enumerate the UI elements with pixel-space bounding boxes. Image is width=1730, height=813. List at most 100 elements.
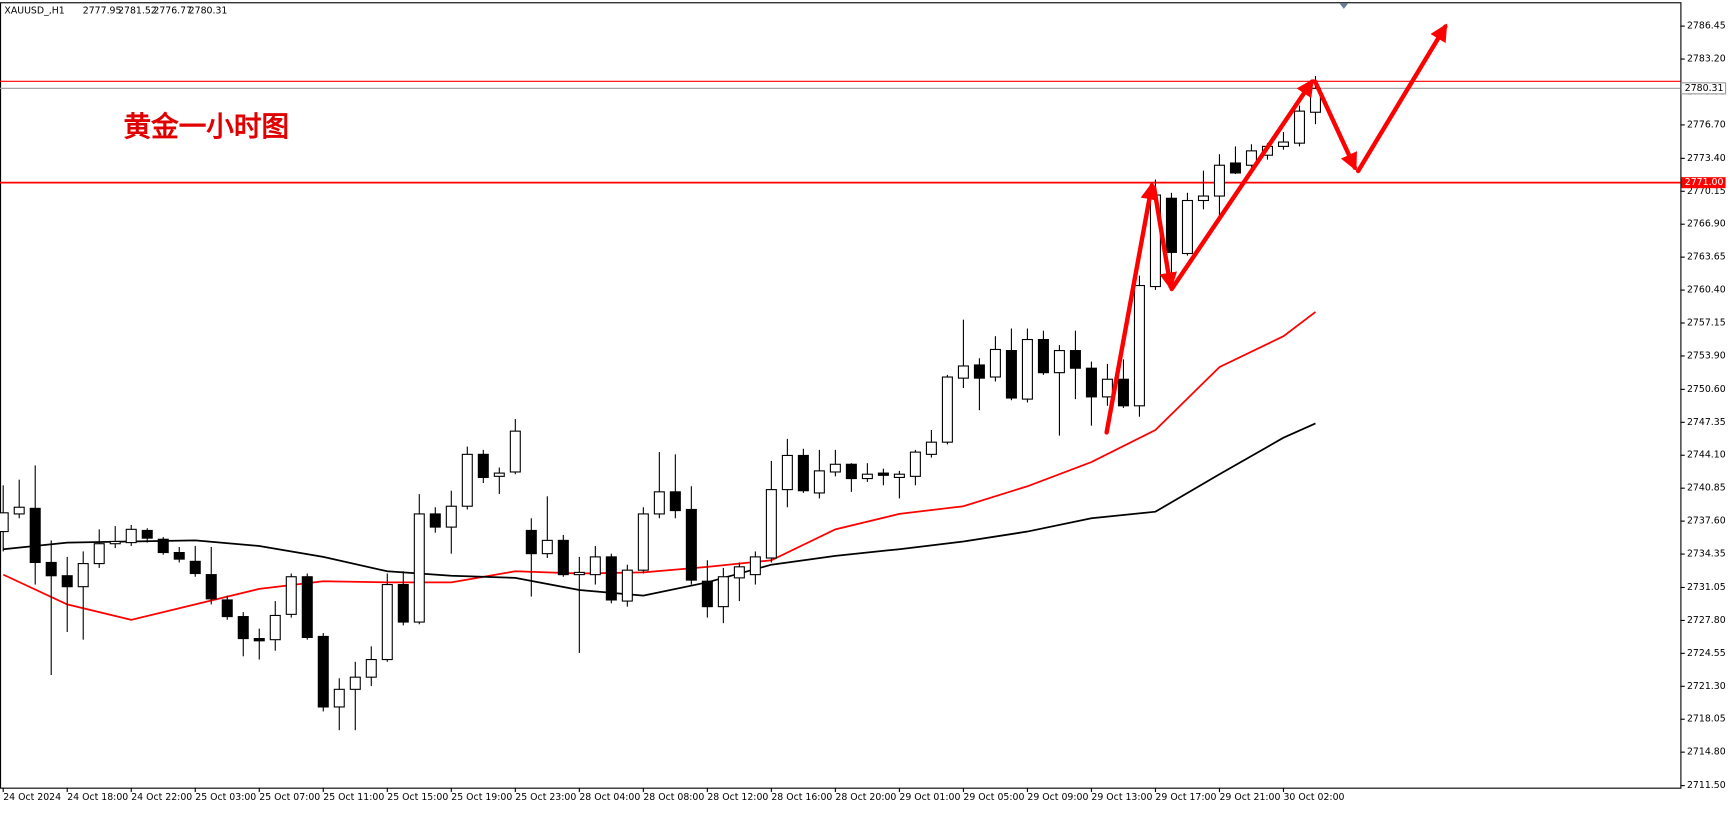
candle-body	[381, 584, 393, 661]
candle-body	[93, 543, 105, 565]
y-tick-label: 2766.90	[1687, 219, 1726, 230]
candle-body	[1069, 350, 1081, 369]
candle-body	[957, 365, 969, 379]
candle-body	[541, 539, 553, 555]
shift-marker	[1339, 3, 1349, 9]
candle-body	[733, 566, 745, 579]
candle-body	[1277, 141, 1289, 147]
candle-body	[461, 453, 473, 507]
candle-body	[1229, 162, 1241, 174]
bid-label-box	[1680, 82, 1727, 95]
candle-body	[349, 676, 361, 690]
candle-body	[141, 529, 153, 539]
candle-body	[365, 658, 377, 678]
y-tick-label: 2718.05	[1687, 714, 1726, 725]
y-tick-label: 2753.90	[1687, 350, 1726, 361]
chart-annotation: 黄金一小时图	[124, 110, 289, 143]
candle-body	[1213, 164, 1225, 197]
x-tick-label: 25 Oct 15:00	[387, 792, 448, 803]
candle-body	[813, 470, 825, 494]
bid-label: 2780.31	[1685, 83, 1724, 94]
level-label-box	[1681, 177, 1726, 189]
candle-body	[605, 556, 617, 601]
candle-body	[1117, 378, 1129, 407]
y-tick-label: 2714.80	[1687, 747, 1726, 758]
y-tick-label: 2773.40	[1687, 153, 1726, 164]
candle-body	[1293, 110, 1305, 144]
x-tick-label: 25 Oct 03:00	[195, 792, 256, 803]
candle-body	[45, 561, 57, 577]
y-tick-label: 2711.50	[1687, 780, 1726, 791]
x-tick-label: 25 Oct 19:00	[451, 792, 512, 803]
x-tick-label: 28 Oct 16:00	[771, 792, 832, 803]
candle-body	[765, 489, 777, 559]
y-tick-label: 2757.15	[1687, 318, 1726, 329]
y-tick-label: 2760.40	[1687, 285, 1726, 296]
header-close: 2780.31	[189, 6, 228, 17]
arrow	[1169, 78, 1315, 292]
candle-body	[973, 364, 985, 379]
candle-body	[909, 451, 921, 477]
candle-body	[445, 505, 457, 528]
candle-body	[157, 538, 169, 554]
header-open: 2777.95	[83, 6, 122, 17]
candle-body	[1245, 150, 1257, 166]
header-low: 2776.77	[153, 6, 192, 17]
candle-body	[1037, 338, 1049, 374]
x-tick-label: 25 Oct 07:00	[259, 792, 320, 803]
candle-body	[989, 348, 1001, 378]
header-high: 2781.52	[118, 6, 157, 17]
candle-body	[13, 506, 25, 515]
candle-body	[1021, 338, 1033, 400]
x-tick-label: 28 Oct 04:00	[579, 792, 640, 803]
y-tick-label: 2763.65	[1687, 252, 1726, 263]
candle-body	[941, 376, 953, 443]
y-tick-label: 2721.30	[1687, 681, 1726, 692]
candle-body	[333, 688, 345, 708]
x-tick-label: 24 Oct 2024	[3, 792, 61, 803]
x-tick-label: 29 Oct 01:00	[899, 792, 960, 803]
y-tick-label: 2776.70	[1687, 119, 1726, 130]
candle-body	[173, 551, 185, 560]
x-tick-label: 29 Oct 09:00	[1027, 792, 1088, 803]
x-tick-label: 29 Oct 13:00	[1091, 792, 1152, 803]
x-tick-label: 25 Oct 11:00	[323, 792, 384, 803]
x-tick-label: 28 Oct 08:00	[643, 792, 704, 803]
candle-body	[29, 507, 41, 564]
candle-body	[429, 513, 441, 528]
plot-frame	[0, 2, 1682, 789]
candle-body	[573, 571, 585, 576]
y-tick-label: 2724.55	[1687, 648, 1726, 659]
y-tick-label: 2786.45	[1687, 21, 1726, 32]
x-tick-label: 30 Oct 02:00	[1283, 792, 1344, 803]
y-tick-label: 2740.85	[1687, 483, 1726, 494]
y-tick-label: 2747.35	[1687, 417, 1726, 428]
arrow	[1104, 181, 1159, 435]
candle-body	[845, 463, 857, 480]
moving-average	[3, 422, 1316, 597]
candle-body	[797, 454, 809, 492]
candle-body	[557, 539, 569, 576]
candle-body	[893, 473, 905, 478]
candle-body	[237, 616, 249, 640]
candle-body	[701, 580, 713, 608]
candle-body	[477, 453, 489, 478]
x-tick-label: 28 Oct 12:00	[707, 792, 768, 803]
candle-body	[1005, 350, 1017, 399]
x-tick-label: 24 Oct 18:00	[67, 792, 128, 803]
candle-body	[861, 473, 873, 480]
candle-body	[589, 556, 601, 576]
candle-body	[1309, 87, 1321, 113]
candle-body	[829, 463, 841, 473]
candle-body	[285, 576, 297, 615]
candle-body	[1053, 350, 1065, 374]
arrow	[1312, 79, 1358, 171]
candle-body	[413, 513, 425, 623]
candle-body	[397, 584, 409, 623]
y-tick-label: 2737.60	[1687, 516, 1726, 527]
candle-body	[781, 454, 793, 491]
candle-body	[621, 569, 633, 602]
candle-body	[877, 472, 889, 476]
y-tick-label: 2750.60	[1687, 384, 1726, 395]
